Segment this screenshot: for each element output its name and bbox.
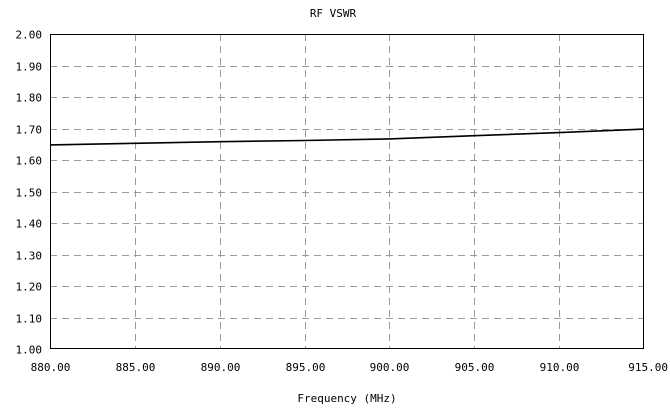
y-tick-label: 2.00 bbox=[16, 29, 43, 42]
x-tick-labels: 880.00 885.00 890.00 895.00 900.00 905.00 910.… bbox=[31, 361, 668, 374]
y-tick-labels: 1.00 1.10 1.20 1.30 1.40 1.50 1.60 1.70 1.80 1.90… bbox=[16, 29, 43, 357]
vswr-series-line bbox=[49, 128, 645, 146]
y-tick-label: 1.10 bbox=[16, 313, 43, 326]
x-tick-label: 915.00 bbox=[628, 361, 668, 374]
x-tick-label: 885.00 bbox=[116, 361, 156, 374]
chart-title: RF VSWR bbox=[310, 7, 357, 20]
y-tick-label: 1.20 bbox=[16, 281, 43, 294]
x-tick-label: 905.00 bbox=[455, 361, 495, 374]
y-tick-label: 1.30 bbox=[16, 250, 43, 263]
y-tick-label: 1.80 bbox=[16, 92, 43, 105]
y-tick-label: 1.70 bbox=[16, 124, 43, 137]
series-layer bbox=[49, 128, 645, 146]
x-tick-label: 910.00 bbox=[540, 361, 580, 374]
y-tick-label: 1.00 bbox=[16, 344, 43, 357]
y-tick-label: 1.40 bbox=[16, 218, 43, 231]
grid-lines bbox=[50, 34, 644, 349]
x-tick-label: 895.00 bbox=[286, 361, 326, 374]
y-tick-label: 1.50 bbox=[16, 187, 43, 200]
x-tick-label: 890.00 bbox=[201, 361, 241, 374]
y-tick-label: 1.90 bbox=[16, 61, 43, 74]
y-tick-label: 1.60 bbox=[16, 155, 43, 168]
x-tick-label: 880.00 bbox=[31, 361, 71, 374]
x-tick-label: 900.00 bbox=[370, 361, 410, 374]
x-axis-label: Frequency (MHz) bbox=[297, 392, 396, 405]
plot-frame bbox=[50, 34, 644, 349]
